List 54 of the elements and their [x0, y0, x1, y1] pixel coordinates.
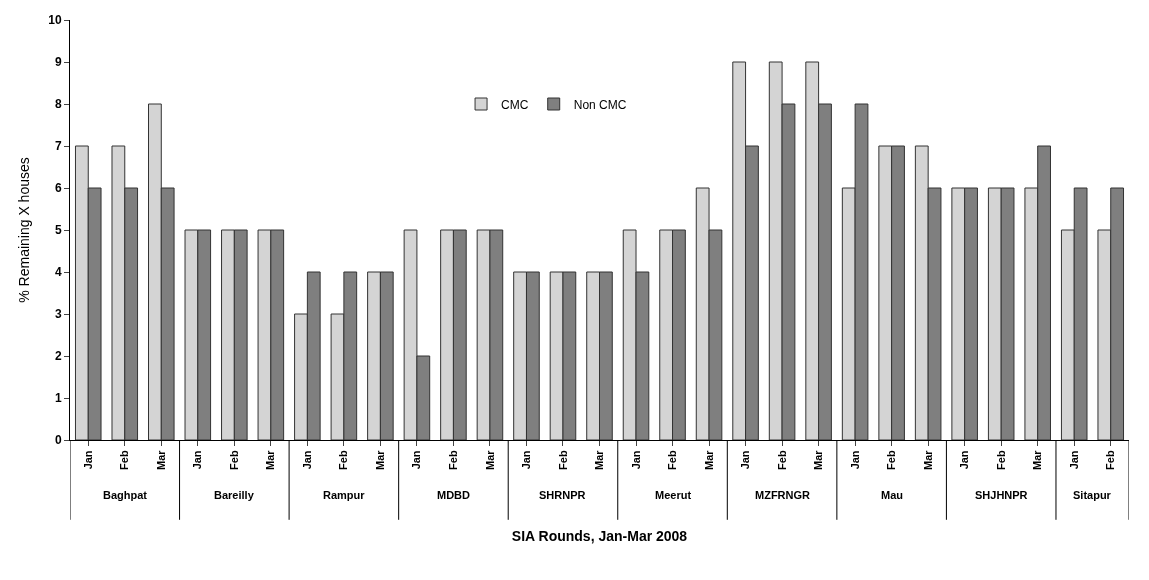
x-tick-label: Feb [666, 450, 679, 470]
y-tick-label: 3 [54, 307, 62, 322]
y-tick-label: 7 [54, 139, 62, 154]
legend-label: CMC [501, 97, 529, 112]
x-tick-label: Feb [337, 450, 350, 470]
x-tick-label: Jan [1067, 450, 1080, 470]
text: Sitapur [1073, 489, 1112, 501]
y-tick-label: 2 [54, 349, 62, 364]
x-tick-label: Jan [410, 450, 423, 470]
text: Baghpat [103, 489, 148, 501]
x-tick-label: Mar [483, 449, 496, 470]
text: Rampur [323, 489, 366, 501]
text: MDBD [437, 489, 471, 501]
x-tick-label: Feb [1104, 450, 1117, 470]
y-tick-label: 4 [54, 265, 62, 280]
x-tick-label: Jan [739, 450, 752, 470]
x-tick-label: Jan [629, 450, 642, 470]
text: SHJHNPR [975, 489, 1028, 501]
x-tick-label: Jan [520, 450, 533, 470]
x-tick-label: Mar [264, 449, 277, 470]
x-tick-label: Mar [373, 449, 386, 470]
y-axis-title: % Remaining X houses [15, 157, 32, 303]
x-tick-label: Mar [154, 449, 167, 470]
x-tick-label: Jan [191, 450, 204, 470]
text: Bareilly [214, 489, 255, 501]
y-tick-label: 5 [54, 223, 62, 238]
y-tick-label: 0 [54, 433, 62, 448]
x-tick-label: Feb [885, 450, 898, 470]
x-tick-label: Feb [118, 450, 131, 470]
x-tick-label: Mar [1031, 449, 1044, 470]
legend-label: Non CMC [573, 97, 627, 112]
x-tick-label: Feb [556, 450, 569, 470]
y-tick-label: 1 [54, 391, 62, 406]
x-tick-label: Jan [81, 450, 94, 470]
x-tick-label: Feb [227, 450, 240, 470]
x-tick-label: Jan [848, 450, 861, 470]
y-tick-label: 10 [48, 13, 62, 28]
x-tick-label: Mar [593, 449, 606, 470]
x-tick-label: Mar [921, 449, 934, 470]
x-tick-label: Jan [958, 450, 971, 470]
x-tick-label: Feb [447, 450, 460, 470]
text: SHRNPR [539, 489, 586, 501]
y-tick-label: 6 [54, 181, 62, 196]
x-axis-title: SIA Rounds, Jan-Mar 2008 [511, 528, 688, 545]
text: Mau [881, 489, 903, 501]
x-tick-label: Mar [812, 449, 825, 470]
y-tick-label: 9 [54, 55, 62, 70]
text: MZFRNGR [755, 489, 811, 501]
text: Meerut [655, 489, 692, 501]
y-tick-label: 8 [54, 97, 62, 112]
x-tick-label: Feb [994, 450, 1007, 470]
x-tick-label: Jan [300, 450, 313, 470]
x-tick-label: Feb [775, 450, 788, 470]
x-tick-label: Mar [702, 449, 715, 470]
